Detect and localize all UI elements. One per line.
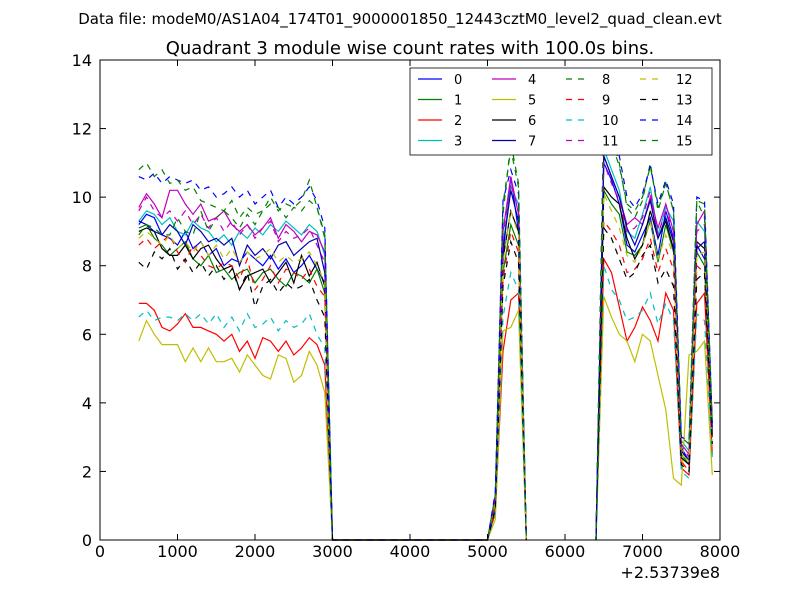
series-2-line [595, 256, 713, 541]
series-4-line [138, 176, 527, 541]
data-file-suptitle: Data file: modeM0/AS1A04_174T01_90000018… [78, 10, 722, 29]
series-14-line [595, 112, 713, 541]
legend-label-15: 15 [676, 135, 693, 150]
x-tick-label: 7000 [622, 542, 663, 561]
series-12-line [138, 210, 527, 541]
series-11-line [138, 183, 527, 541]
legend-label-11: 11 [602, 135, 619, 150]
legend-label-0: 0 [454, 73, 462, 88]
legend-label-5: 5 [528, 94, 536, 109]
series-3-line [138, 184, 527, 541]
series-layer [138, 112, 713, 541]
series-15-line [138, 148, 527, 541]
legend-label-3: 3 [454, 135, 462, 150]
x-tick-label: 6000 [545, 542, 586, 561]
series-10-line [138, 270, 527, 541]
legend-label-10: 10 [602, 114, 619, 129]
x-tick-label: 3000 [312, 542, 353, 561]
y-tick-label: 2 [82, 462, 92, 481]
legend-label-7: 7 [528, 135, 536, 150]
chart-title: Quadrant 3 module wise count rates with … [166, 38, 655, 59]
legend-label-2: 2 [454, 114, 462, 129]
series-7-line [138, 190, 527, 541]
legend-label-6: 6 [528, 114, 536, 129]
ticks-layer: 0 1000 2000 3000 4000 5000 6000 7000 80000246810… [72, 51, 741, 561]
y-tick-label: 0 [82, 531, 92, 550]
series-13-line [595, 226, 713, 541]
y-tick-label: 6 [82, 325, 92, 344]
series-13-line [138, 239, 527, 541]
x-tick-label: 1000 [157, 542, 198, 561]
series-12-line [595, 193, 713, 541]
legend-label-4: 4 [528, 73, 536, 88]
x-tick-label: 4000 [390, 542, 431, 561]
series-10-line [595, 265, 713, 541]
x-tick-label: 8000 [700, 542, 741, 561]
legend-label-14: 14 [676, 114, 693, 129]
series-8-line [595, 118, 713, 541]
legend-label-1: 1 [454, 94, 462, 109]
x-tick-label: 5000 [467, 542, 508, 561]
x-tick-label: 0 [95, 542, 105, 561]
y-tick-label: 4 [82, 394, 92, 413]
series-0-line [138, 176, 527, 541]
legend-label-9: 9 [602, 94, 610, 109]
series-9-line [138, 229, 527, 541]
y-tick-label: 14 [72, 51, 92, 70]
y-tick-label: 12 [72, 120, 92, 139]
series-1-line [138, 222, 527, 541]
series-8-line [138, 142, 527, 541]
x-tick-label: 2000 [235, 542, 276, 561]
series-11-line [595, 162, 713, 541]
legend-label-13: 13 [676, 94, 693, 109]
series-2-line [138, 291, 527, 541]
legend-label-8: 8 [602, 73, 610, 88]
x-offset-label: +2.53739e8 [620, 563, 720, 582]
y-tick-label: 10 [72, 188, 92, 207]
legend-box [409, 67, 713, 156]
y-tick-label: 8 [82, 257, 92, 276]
legend-label-12: 12 [676, 73, 693, 88]
series-6-line [138, 208, 527, 541]
series-5-line [138, 310, 527, 541]
